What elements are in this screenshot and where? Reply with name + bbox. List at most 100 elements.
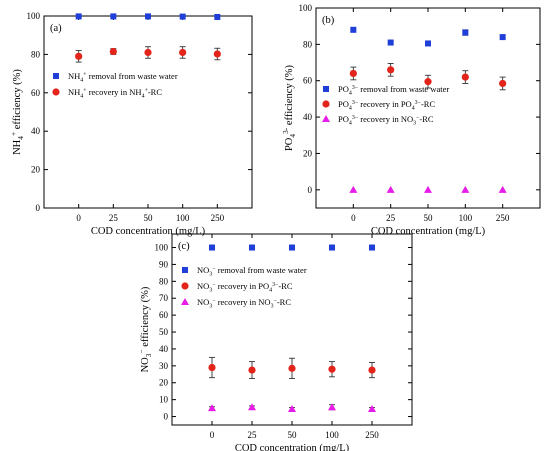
data-point-triangle bbox=[349, 185, 358, 193]
data-point-square bbox=[75, 13, 82, 20]
y-tick-label: 70 bbox=[159, 293, 169, 303]
data-point-circle bbox=[109, 47, 117, 56]
data-point-square bbox=[499, 34, 506, 41]
y-tick-label: 100 bbox=[155, 243, 169, 253]
data-point-circle bbox=[208, 363, 216, 372]
y-tick-label: 10 bbox=[159, 395, 169, 405]
y-tick-label: 100 bbox=[299, 3, 313, 13]
y-tick-label: 100 bbox=[27, 11, 41, 21]
plot-frame bbox=[171, 233, 413, 426]
y-tick-label: 80 bbox=[303, 39, 313, 49]
data-point-triangle bbox=[328, 403, 336, 411]
x-tick-label: 100 bbox=[459, 213, 473, 223]
legend-marker-circle bbox=[322, 100, 330, 108]
data-point-square bbox=[179, 13, 186, 20]
y-tick-label: 40 bbox=[159, 344, 169, 354]
y-tick-label: 60 bbox=[31, 88, 41, 98]
y-tick-label: 40 bbox=[303, 112, 313, 122]
data-point-circle bbox=[368, 366, 376, 374]
data-point-square bbox=[209, 244, 215, 251]
data-point-circle bbox=[75, 52, 83, 60]
y-tick-label: 20 bbox=[31, 165, 41, 175]
x-tick-label: 250 bbox=[211, 213, 225, 223]
x-axis-title: COD concentration (mg/L) bbox=[371, 226, 486, 237]
data-point-triangle bbox=[208, 404, 216, 412]
y-tick-label: 60 bbox=[303, 76, 313, 86]
chart-panel-c: 0 10 20 30 40 50 60 70 80 90 100 0 25 50 100 250 COD con… bbox=[137, 233, 413, 451]
x-tick-label: 0 bbox=[351, 213, 356, 223]
y-tick-label: 60 bbox=[159, 310, 169, 320]
legend-marker-square bbox=[323, 86, 329, 92]
x-tick-label: 0 bbox=[210, 430, 215, 440]
legend-label: NH4+ recovery in NH4+-RC bbox=[68, 87, 162, 100]
y-axis-title: NH4+ efficiency (%) bbox=[9, 69, 25, 155]
data-point-circle bbox=[213, 50, 221, 58]
data-point-triangle bbox=[424, 185, 432, 193]
y-tick-label: 0 bbox=[36, 203, 41, 213]
data-point-circle bbox=[288, 364, 296, 372]
y-tick-label: 50 bbox=[159, 327, 169, 337]
data-point-square bbox=[289, 244, 295, 251]
x-tick-label: 25 bbox=[248, 430, 258, 440]
y-tick-label: 0 bbox=[164, 412, 169, 422]
legend-label: NO3− removal from waste water bbox=[197, 265, 307, 278]
y-axis-title: NO3− efficiency (%) bbox=[137, 286, 153, 372]
data-point-square bbox=[425, 40, 431, 47]
y-axis-title: PO43- efficiency (%) bbox=[281, 64, 297, 151]
legend-marker-circle bbox=[181, 282, 189, 290]
data-point-triangle bbox=[288, 404, 296, 412]
series-triangle bbox=[349, 185, 507, 193]
y-tick-label: 80 bbox=[159, 276, 169, 286]
data-point-triangle bbox=[461, 185, 470, 193]
data-point-circle bbox=[144, 48, 152, 57]
data-point-triangle bbox=[368, 404, 376, 412]
data-point-circle bbox=[328, 365, 336, 373]
y-tick-label: 0 bbox=[308, 185, 313, 195]
legend-label: NO3− recovery in NO3−-RC bbox=[197, 297, 291, 310]
data-point-square bbox=[387, 39, 394, 46]
x-tick-label: 50 bbox=[144, 213, 154, 223]
x-tick-label: 0 bbox=[76, 213, 81, 223]
data-point-square bbox=[145, 13, 151, 20]
x-tick-label: 50 bbox=[288, 430, 298, 440]
data-point-square bbox=[462, 29, 469, 36]
data-point-square bbox=[249, 244, 255, 251]
y-tick-label: 20 bbox=[303, 148, 313, 158]
data-point-triangle bbox=[386, 185, 395, 193]
data-point-triangle bbox=[248, 403, 256, 411]
legend-marker-triangle bbox=[322, 115, 330, 122]
y-tick-label: 80 bbox=[31, 49, 41, 59]
legend-label: NH4+ removal from waste water bbox=[68, 71, 178, 84]
data-point-square bbox=[214, 13, 221, 20]
series-square bbox=[350, 26, 506, 47]
data-point-circle bbox=[387, 66, 395, 74]
x-tick-label: 50 bbox=[424, 213, 434, 223]
chart-panel-a: 0 20 40 60 80 100 0 25 50 100 250 COD concentration… bbox=[9, 11, 253, 237]
data-point-square bbox=[350, 26, 357, 33]
data-point-circle bbox=[499, 79, 507, 88]
x-tick-label: 100 bbox=[325, 430, 339, 440]
x-tick-label: 100 bbox=[176, 213, 190, 223]
y-tick-label: 90 bbox=[159, 259, 169, 269]
data-point-circle bbox=[248, 366, 256, 374]
data-point-triangle bbox=[498, 185, 507, 193]
legend-label: NO3− recovery in PO43−-RC bbox=[197, 281, 293, 294]
legend-marker-circle bbox=[52, 88, 60, 96]
chart-panel-b: 0 20 40 60 80 100 0 25 50 100 250 COD concentration… bbox=[281, 3, 541, 237]
panel-label: (b) bbox=[322, 15, 335, 26]
data-point-circle bbox=[179, 48, 187, 57]
series-circle bbox=[349, 63, 507, 91]
series-square bbox=[75, 13, 221, 20]
data-point-square bbox=[110, 13, 117, 20]
data-point-square bbox=[369, 244, 375, 251]
legend-label: PO43− recovery in PO43−-RC bbox=[338, 99, 435, 112]
x-tick-label: 25 bbox=[109, 213, 119, 223]
y-tick-label: 20 bbox=[159, 378, 169, 388]
legend-marker-square bbox=[182, 267, 188, 273]
panel-label: (a) bbox=[50, 23, 62, 34]
data-point-circle bbox=[424, 78, 432, 86]
y-tick-label: 30 bbox=[159, 361, 169, 371]
data-point-square bbox=[329, 244, 335, 251]
x-axis-title: COD concentration (mg/L) bbox=[235, 443, 350, 451]
